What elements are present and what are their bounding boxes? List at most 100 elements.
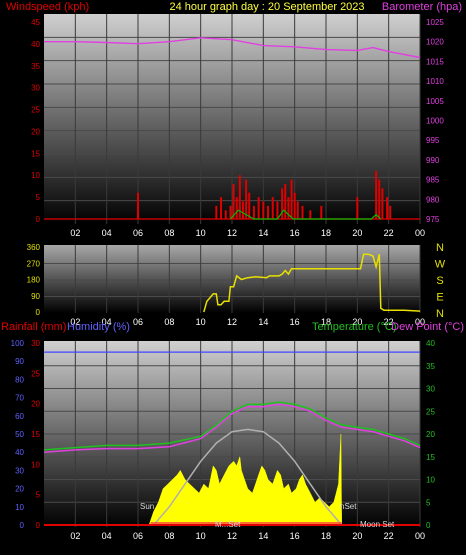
x-tick-label: 14 (258, 317, 268, 327)
x-tick-label: 02 (70, 531, 80, 541)
solar-max-curve (153, 428, 343, 526)
y-tick-label: 35 (31, 62, 40, 71)
y-tick-label: 30 (31, 84, 40, 93)
humidity-tick-label: 20 (15, 485, 24, 494)
x-tick-label: 14 (258, 228, 268, 238)
x-tick-label: 04 (102, 228, 112, 238)
graph-title: 24 hour graph day : 20 September 2023 (169, 1, 364, 13)
y2-tick-label: 975 (426, 215, 440, 224)
wind-bar (375, 170, 378, 219)
compass-label: W (435, 259, 446, 271)
x-tick-label: 20 (352, 317, 362, 327)
wind-bar (281, 188, 284, 219)
rain-tick-label: 30 (31, 339, 40, 348)
x-tick-label: 16 (290, 228, 300, 238)
x-tick-label: 08 (164, 317, 174, 327)
y2-tick-label: 1015 (426, 57, 444, 66)
barometer-label: Barometer (hpa) (382, 1, 462, 13)
humidity-tick-label: 80 (15, 375, 24, 384)
x-tick-label: 04 (102, 531, 112, 541)
humidity-tick-label: 50 (15, 430, 24, 439)
x-tick-label: 10 (196, 228, 206, 238)
wind-bar (229, 205, 232, 219)
wind-bar (238, 175, 241, 219)
y2-tick-label: 995 (426, 136, 440, 145)
humidity-tick-label: 30 (15, 466, 24, 475)
x-tick-label: 10 (196, 531, 206, 541)
dewpoint-line (43, 403, 421, 453)
y2-tick-label: 1005 (426, 97, 444, 106)
wind-bar (235, 197, 238, 219)
noon-label: M...Set (215, 520, 241, 529)
wind-bar (276, 201, 279, 219)
y2-tick-label: 1020 (426, 38, 444, 47)
rainfall-label: Rainfall (mm) (1, 321, 66, 333)
wind-bar (248, 192, 251, 219)
wind-bar (245, 179, 248, 219)
temperature-tick-label: 35 (426, 362, 435, 371)
wind-bar (220, 197, 223, 219)
y-tick-label: 270 (27, 259, 41, 268)
x-tick-label: 06 (133, 531, 143, 541)
x-tick-label: 06 (133, 228, 143, 238)
y-tick-label: 0 (36, 308, 41, 317)
humidity-tick-label: 0 (20, 521, 25, 530)
x-tick-label: 16 (290, 317, 300, 327)
y-tick-label: 15 (31, 149, 40, 158)
y-tick-label: 90 (31, 292, 40, 301)
rain-tick-label: 25 (31, 369, 40, 378)
x-tick-label: 20 (352, 228, 362, 238)
temperature-humidity-panel: Rainfall (mm) Humidity (%) Temperature (… (1, 321, 464, 541)
wind-bar (320, 205, 323, 219)
y2-tick-label: 985 (426, 176, 440, 185)
humidity-tick-label: 40 (15, 448, 24, 457)
wind-bar (224, 210, 227, 219)
x-tick-label: 18 (321, 531, 331, 541)
y-tick-label: 180 (27, 276, 41, 285)
wind-bar (267, 205, 270, 219)
humidity-tick-label: 60 (15, 412, 24, 421)
compass-label: S (436, 275, 443, 287)
y2-tick-label: 1025 (426, 18, 444, 27)
y2-tick-label: 990 (426, 156, 440, 165)
y-tick-label: 360 (27, 243, 41, 252)
x-tick-label: 06 (133, 317, 143, 327)
temperature-tick-label: 0 (426, 521, 431, 530)
wind-barometer-panel: Windspeed (kph) 24 hour graph day : 20 S… (6, 1, 462, 238)
wind-bar (293, 192, 296, 219)
y-tick-label: 0 (36, 215, 41, 224)
x-tick-label: 08 (164, 228, 174, 238)
y-tick-label: 45 (31, 18, 40, 27)
wind-bar (262, 201, 265, 219)
barometer-line (44, 37, 421, 59)
temperature-tick-label: 15 (426, 453, 435, 462)
y-tick-label: 20 (31, 127, 40, 136)
dewpoint-label: Dew Point (°C) (391, 321, 464, 333)
temperature-tick-label: 5 (426, 498, 431, 507)
temperature-tick-label: 40 (426, 339, 435, 348)
gust-line (229, 209, 382, 220)
wind-bar (356, 197, 359, 219)
windspeed-label: Windspeed (kph) (6, 1, 89, 13)
compass-label: N (436, 242, 444, 254)
y2-tick-label: 980 (426, 195, 440, 204)
wind-bar (386, 197, 389, 219)
x-tick-label: 08 (164, 531, 174, 541)
x-tick-label: 00 (415, 531, 425, 541)
temperature-line (43, 401, 421, 451)
y-tick-label: 25 (31, 106, 40, 115)
y-tick-label: 5 (36, 193, 41, 202)
wind-bar (284, 183, 287, 219)
x-tick-label: 18 (321, 317, 331, 327)
wind-bar (301, 205, 304, 219)
y2-tick-label: 1000 (426, 117, 444, 126)
x-tick-label: 12 (227, 228, 237, 238)
humidity-tick-label: 70 (15, 394, 24, 403)
x-tick-label: 16 (290, 531, 300, 541)
wind-bar (137, 192, 139, 219)
x-tick-label: 04 (102, 317, 112, 327)
y-tick-label: 40 (31, 40, 40, 49)
x-tick-label: 00 (415, 317, 425, 327)
x-tick-label: 12 (227, 531, 237, 541)
